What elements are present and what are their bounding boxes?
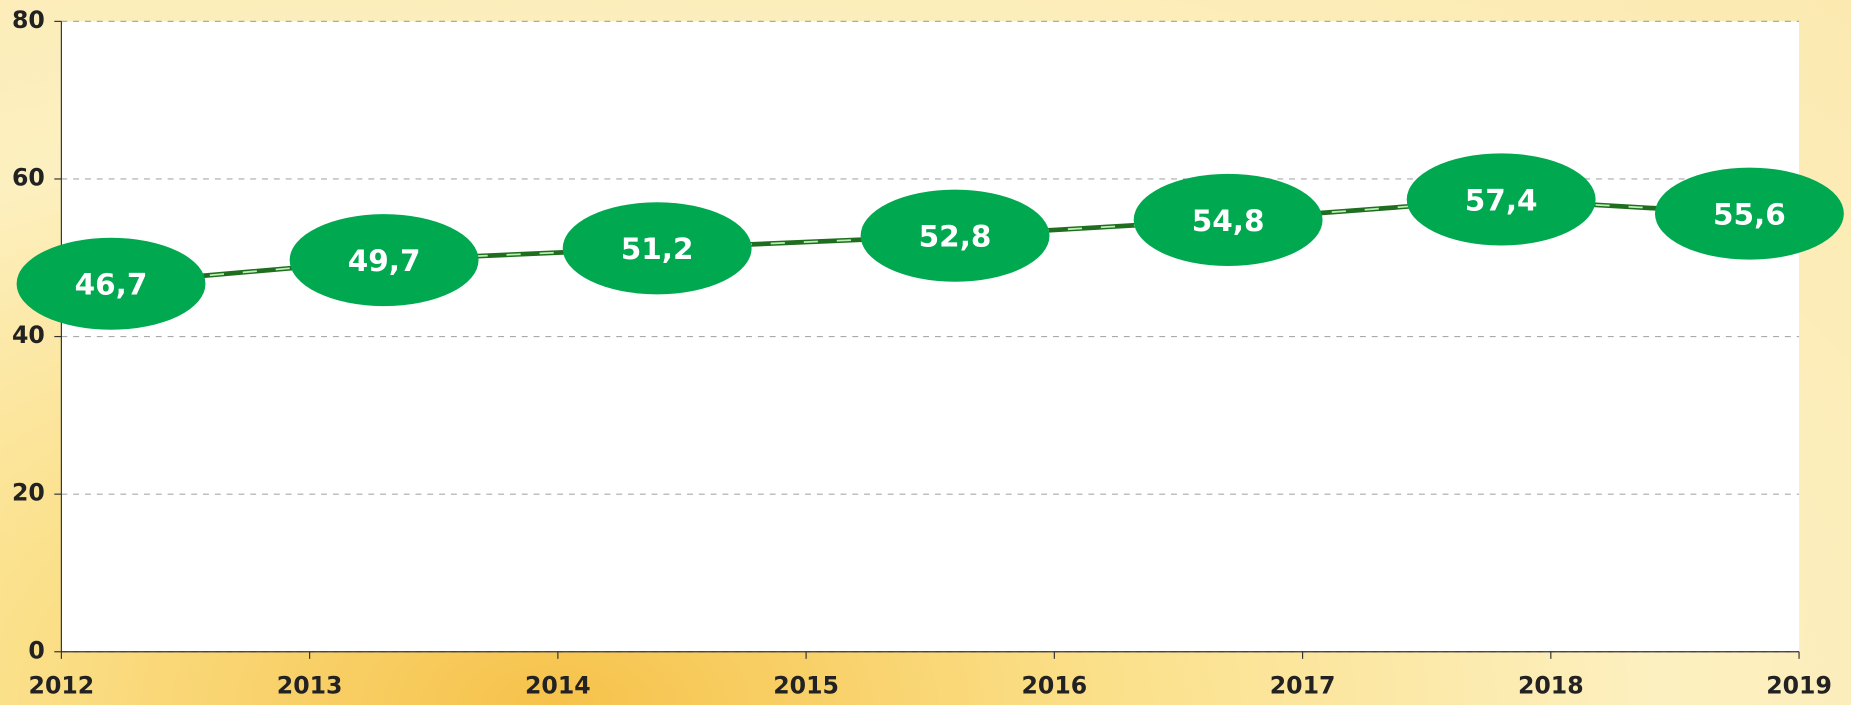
data-label-bubble bbox=[16, 237, 206, 330]
y-tick-label: 0 bbox=[28, 636, 44, 664]
y-tick-label: 60 bbox=[12, 163, 45, 191]
data-label: 54,8 bbox=[1192, 204, 1265, 238]
y-tick-label: 40 bbox=[12, 321, 45, 349]
data-label: 52,8 bbox=[919, 220, 992, 254]
x-tick-label: 2019 bbox=[1766, 672, 1832, 700]
data-label-bubble bbox=[562, 202, 752, 295]
data-label: 49,7 bbox=[348, 244, 421, 278]
data-label-bubble bbox=[1133, 173, 1323, 266]
y-tick-label: 20 bbox=[12, 479, 45, 507]
data-label: 51,2 bbox=[621, 232, 694, 266]
data-label: 46,7 bbox=[75, 268, 148, 302]
x-tick-label: 2014 bbox=[525, 672, 591, 700]
x-tick-label: 2016 bbox=[1022, 672, 1088, 700]
plot-area bbox=[61, 21, 1800, 652]
data-label-bubble bbox=[289, 214, 479, 307]
data-label: 57,4 bbox=[1465, 183, 1538, 217]
x-tick-label: 2018 bbox=[1518, 672, 1584, 700]
data-label-bubble bbox=[1654, 167, 1844, 260]
x-tick-label: 2012 bbox=[29, 672, 95, 700]
data-label-bubble bbox=[860, 189, 1050, 282]
x-tick-label: 2015 bbox=[773, 672, 839, 700]
data-label: 55,6 bbox=[1713, 198, 1786, 232]
y-tick-label: 80 bbox=[12, 6, 45, 34]
x-tick-label: 2017 bbox=[1270, 672, 1336, 700]
data-label-bubble bbox=[1406, 153, 1596, 246]
x-tick-label: 2013 bbox=[277, 672, 343, 700]
